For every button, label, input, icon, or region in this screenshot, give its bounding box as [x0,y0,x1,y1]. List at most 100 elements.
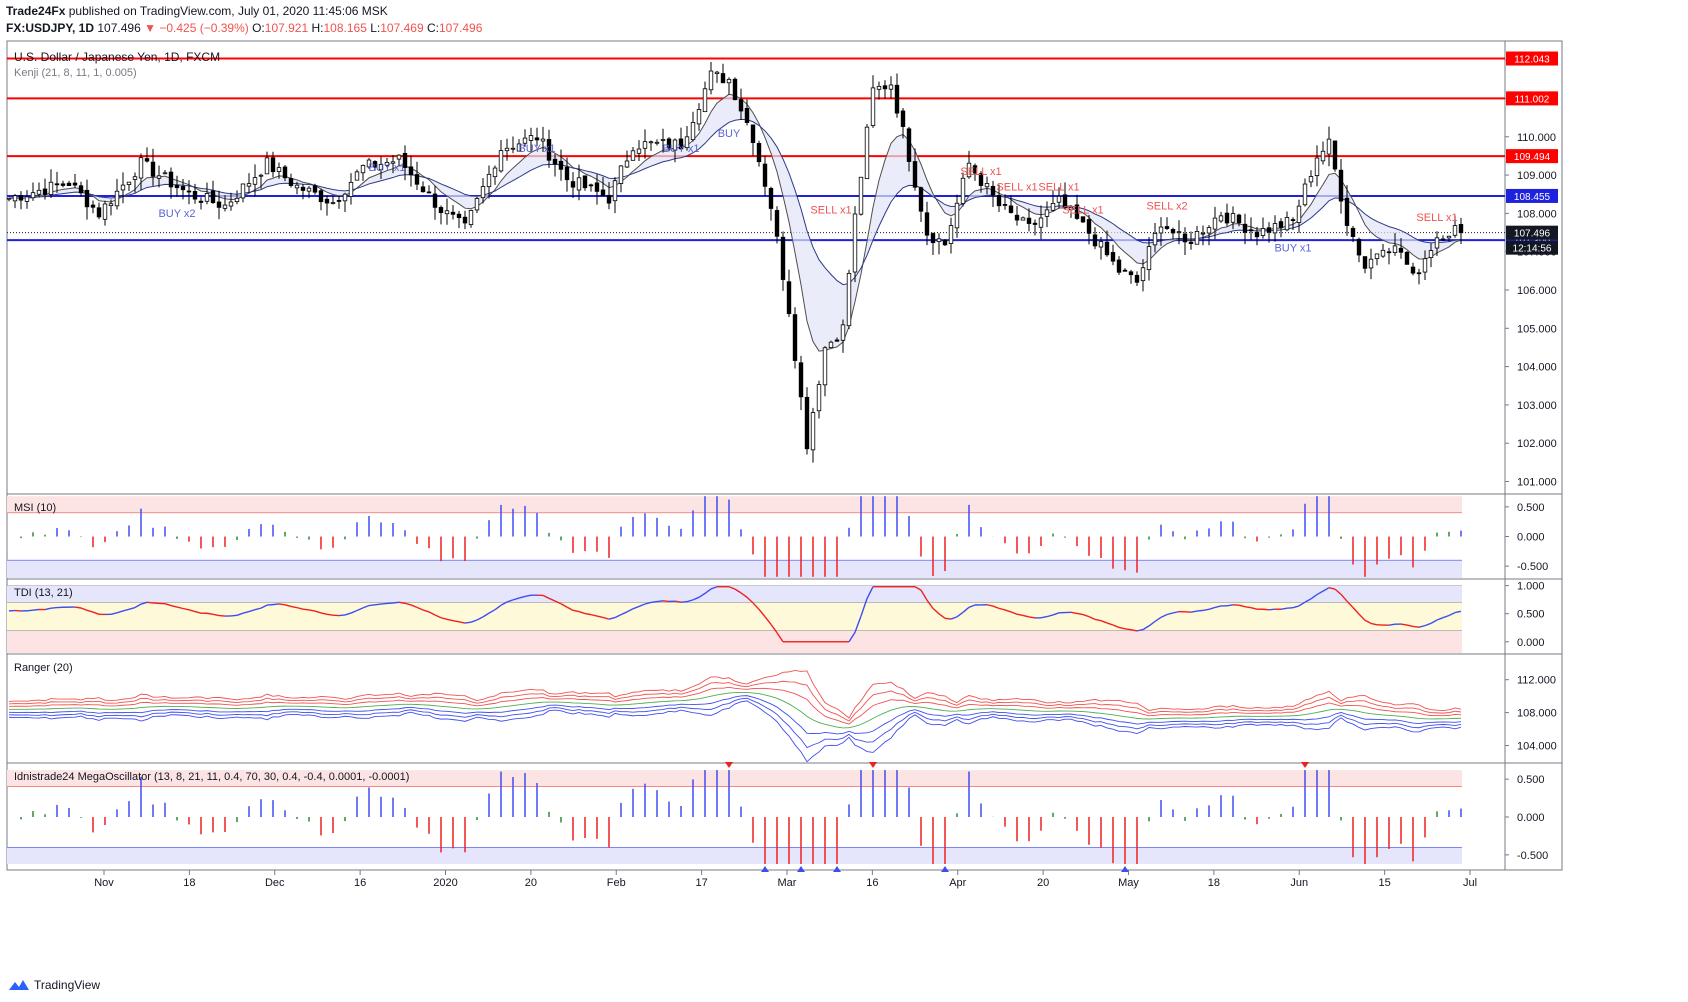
candle [108,203,114,207]
candle [1404,251,1410,265]
countdown-label: 12:14:56 [1513,244,1552,255]
tdi-line-segment [260,604,268,609]
high-value: 108.165 [323,21,367,35]
tdi-line-segment [1076,612,1084,616]
candle [468,210,474,226]
candle [708,70,714,91]
tdi-line-segment [1040,615,1048,619]
y-tick-label: 109.000 [1517,170,1557,182]
candle [972,165,978,174]
candle [666,138,672,149]
candle [600,189,606,197]
tdi-y-tick-label: 0.000 [1517,637,1545,649]
ranger-band-line [8,680,1462,722]
candle [810,412,816,451]
candle [312,185,318,193]
candle [1104,241,1110,256]
tdi-line-segment [410,604,418,609]
tdi-line-segment [1214,605,1222,609]
tdi-line-segment [686,599,694,603]
candle [1356,238,1362,256]
tdi-line-segment [152,602,160,605]
candle [1224,212,1230,224]
candle [1260,228,1266,236]
publisher-name[interactable]: Trade24Fx [6,4,66,18]
tdi-line-segment [644,601,652,605]
tdi-line-segment [1328,586,1336,590]
tdi-line-segment [1172,610,1180,614]
candle [528,135,534,141]
candle [1086,219,1092,234]
tdi-line-segment [1334,588,1342,595]
tdi-line-segment [392,601,400,604]
msi-y-tick-label: -0.500 [1517,561,1548,573]
tdi-line-segment [1028,616,1036,619]
close-label: C: [426,21,439,35]
candle [900,110,906,127]
candle [564,166,570,181]
candle [1272,223,1278,234]
candle [1314,157,1320,177]
tdi-line-segment [1136,628,1144,632]
tdi-line-segment [356,607,364,612]
candle [48,181,54,195]
candle [324,198,330,204]
x-tick-label: Feb [607,877,626,889]
msi-title: MSI (10) [14,502,56,514]
candle [132,176,138,180]
candle [438,207,444,214]
candle [1350,227,1356,237]
mega-buy-triangle-icon [833,865,841,872]
tdi-line-segment [1418,624,1426,628]
candle [636,148,642,154]
candle [510,147,516,150]
candle [618,165,624,184]
tdi-line-segment [1142,625,1150,631]
candle [372,161,378,168]
candle [228,201,234,207]
tdi-line-segment [458,621,466,624]
mega-buy-triangle-icon [1121,865,1129,872]
tdi-line-segment [1244,606,1252,609]
tdi-line-segment [1340,593,1348,602]
candle [1152,232,1158,246]
tdi-line-segment [1352,607,1360,615]
tdi-line-segment [1364,619,1372,625]
candle [1140,267,1146,282]
candle [306,187,312,192]
tdi-line-segment [986,604,994,607]
buy-signal-label: BUY x1 [368,162,405,174]
tdi-line-segment [932,607,940,615]
price-change: −0.425 (−0.39%) [159,21,249,35]
candle [1200,232,1206,235]
candle [1002,204,1008,206]
candle [1080,216,1086,223]
tdi-line-segment [1124,628,1132,631]
tdi-line-segment [1400,623,1408,626]
candle [216,201,222,208]
tdi-line-segment [218,614,226,617]
x-tick-label: Mar [778,877,797,889]
tdi-line-segment [770,623,778,634]
resistance-level-label-bg [1506,149,1558,164]
mega-buy-triangle-icon [941,865,949,872]
tdi-line-segment [1262,608,1270,611]
footer-brand[interactable]: TradingView [8,978,100,992]
candle [30,192,36,199]
candle [1158,226,1164,234]
candle [1332,140,1338,170]
tdi-y-tick-label: 0.500 [1517,609,1545,621]
x-tick-label: 2020 [433,877,457,889]
candle [126,181,132,185]
candle [258,174,264,177]
tdi-line-segment [500,601,508,606]
ranger-band-line [8,669,1462,719]
tdi-line-segment [1412,625,1420,628]
tdi-line-segment [464,621,472,624]
footer-brand-label: TradingView [34,978,101,992]
candle [1326,138,1332,155]
candle [1254,231,1260,238]
msi-y-tick-label: 0.500 [1517,502,1545,514]
candle [318,190,324,203]
